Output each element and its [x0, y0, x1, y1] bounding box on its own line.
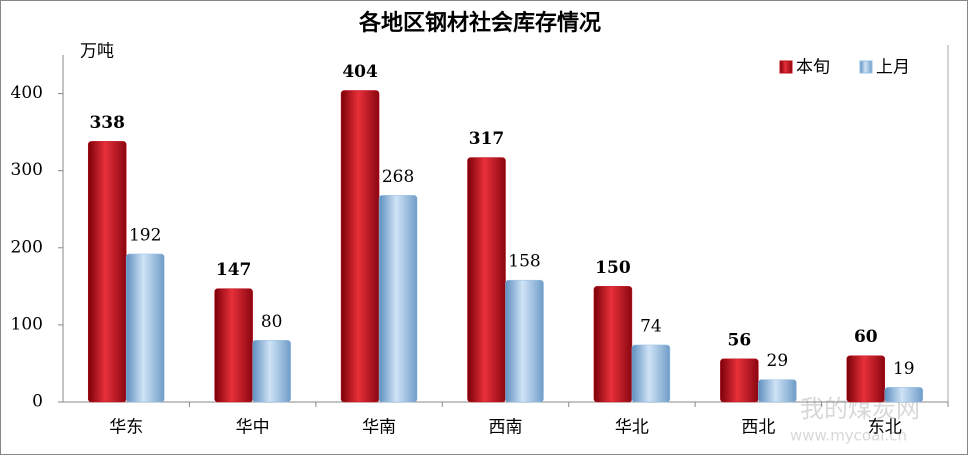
bar — [631, 344, 671, 403]
bar — [252, 340, 291, 403]
bar — [87, 141, 127, 403]
legend-swatch — [859, 60, 873, 74]
bar — [125, 253, 165, 403]
value-label: 29 — [767, 351, 789, 371]
value-label: 268 — [382, 167, 414, 187]
value-label: 74 — [640, 316, 662, 336]
y-tick-label: 400 — [11, 83, 43, 103]
watermark: www.mycoal.cn — [790, 427, 907, 445]
x-tick-label: 华中 — [236, 418, 270, 438]
bar — [505, 279, 544, 403]
x-tick-label: 华北 — [615, 418, 649, 438]
value-label: 338 — [89, 113, 125, 133]
bar — [378, 195, 418, 403]
value-label: 317 — [469, 129, 505, 149]
bar — [758, 379, 797, 403]
value-label: 60 — [854, 327, 878, 347]
legend-swatch — [779, 60, 793, 74]
value-label: 404 — [342, 62, 378, 82]
value-label: 80 — [261, 312, 283, 332]
x-tick-label: 西南 — [489, 418, 523, 438]
x-tick-label: 东北 — [868, 418, 902, 438]
legend-label: 上月 — [876, 58, 910, 78]
x-tick-label: 华东 — [109, 418, 143, 438]
value-label: 19 — [893, 359, 915, 379]
y-tick-label: 200 — [11, 237, 43, 257]
bar — [846, 355, 886, 403]
bar — [884, 387, 924, 403]
bar — [467, 157, 506, 403]
y-axis-title: 万吨 — [80, 42, 114, 62]
chart-title: 各地区钢材社会库存情况 — [358, 10, 601, 36]
x-tick-label: 华南 — [362, 418, 396, 438]
bar — [593, 286, 633, 403]
y-tick-label: 100 — [11, 314, 43, 334]
value-label: 150 — [595, 258, 631, 278]
x-tick-label: 西北 — [741, 418, 775, 438]
value-label: 192 — [129, 225, 161, 245]
bar — [214, 288, 253, 403]
value-label: 158 — [508, 252, 540, 272]
bar — [720, 358, 759, 403]
value-label: 147 — [216, 260, 252, 280]
value-label: 56 — [728, 330, 752, 350]
bar — [340, 90, 380, 403]
legend-label: 本旬 — [796, 58, 830, 78]
y-tick-label: 0 — [32, 392, 43, 412]
y-tick-label: 300 — [11, 160, 43, 180]
